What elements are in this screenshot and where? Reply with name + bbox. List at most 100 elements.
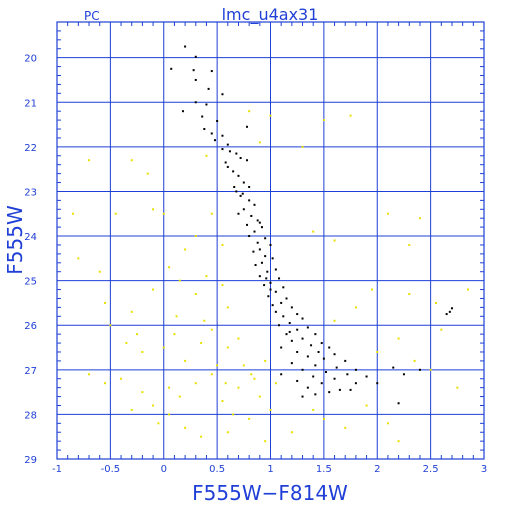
data-point-yellow — [221, 243, 224, 246]
data-point-black — [271, 304, 274, 307]
data-point-black — [288, 321, 291, 324]
data-point-black — [226, 143, 229, 146]
data-point-yellow — [194, 382, 197, 385]
data-point-black — [267, 295, 270, 298]
x-tick-label: 1.5 — [316, 464, 332, 475]
data-point-black — [256, 241, 259, 244]
data-point-yellow — [434, 301, 437, 304]
data-point-black — [241, 192, 244, 195]
data-point-black — [296, 313, 299, 316]
data-point-black — [280, 301, 283, 304]
data-point-yellow — [157, 422, 160, 425]
data-point-yellow — [184, 426, 187, 429]
data-point-black — [296, 379, 299, 382]
data-point-black — [269, 243, 272, 246]
data-point-black — [207, 87, 210, 90]
data-point-black — [280, 346, 283, 349]
data-point-black — [278, 324, 281, 327]
data-point-yellow — [413, 359, 416, 362]
y-tick-label: 26 — [24, 321, 37, 332]
data-point-black — [290, 362, 293, 365]
x-axis-label: F555W−F814W — [192, 481, 348, 505]
data-point-black — [282, 286, 285, 289]
data-point-yellow — [290, 431, 293, 434]
data-point-yellow — [130, 159, 133, 162]
data-point-black — [258, 248, 261, 251]
data-point-black — [402, 373, 405, 376]
data-point-yellow — [237, 337, 240, 340]
data-point-yellow — [440, 328, 443, 331]
data-point-yellow — [232, 413, 235, 416]
data-point-yellow — [162, 212, 165, 215]
data-point-yellow — [216, 364, 219, 367]
data-point-yellow — [397, 337, 400, 340]
data-point-yellow — [386, 422, 389, 425]
data-point-yellow — [175, 315, 178, 318]
data-point-yellow — [226, 431, 229, 434]
data-point-yellow — [109, 324, 112, 327]
data-point-black — [260, 261, 263, 264]
data-point-black — [418, 368, 421, 371]
data-point-yellow — [322, 417, 325, 420]
data-point-black — [263, 284, 266, 287]
x-tick-label: 0 — [161, 464, 167, 475]
data-point-yellow — [168, 266, 171, 269]
data-point-yellow — [200, 342, 203, 345]
data-point-black — [210, 132, 213, 135]
data-point-black — [224, 161, 227, 164]
data-point-black — [258, 275, 261, 278]
data-point-yellow — [242, 364, 245, 367]
data-point-yellow — [269, 114, 272, 117]
data-point-black — [194, 55, 197, 58]
data-point-yellow — [264, 440, 267, 443]
data-point-yellow — [210, 212, 213, 215]
data-point-black — [280, 373, 283, 376]
data-point-yellow — [333, 239, 336, 242]
data-point-black — [203, 128, 206, 131]
data-point-black — [233, 185, 236, 188]
data-point-black — [216, 119, 219, 122]
chart-title: lmc_u4ax31 — [222, 5, 319, 25]
data-point-yellow — [88, 373, 91, 376]
data-point-black — [278, 277, 281, 280]
data-point-black — [333, 353, 336, 356]
data-point-yellow — [130, 408, 133, 411]
data-point-black — [252, 250, 255, 253]
data-point-yellow — [269, 408, 272, 411]
data-point-black — [210, 70, 213, 73]
data-point-yellow — [376, 350, 379, 353]
data-point-black — [246, 223, 249, 226]
data-point-black — [253, 203, 256, 206]
x-tick-label: 1 — [267, 464, 273, 475]
y-tick-label: 25 — [24, 277, 37, 288]
data-point-black — [248, 185, 251, 188]
data-point-black — [253, 230, 256, 233]
data-point-yellow — [168, 413, 171, 416]
data-point-black — [397, 402, 400, 405]
data-point-yellow — [77, 257, 80, 260]
data-point-black — [205, 103, 208, 106]
data-point-black — [269, 281, 272, 284]
data-point-yellow — [162, 346, 165, 349]
data-point-black — [181, 110, 184, 113]
data-point-black — [256, 219, 259, 222]
data-point-black — [254, 264, 257, 267]
data-point-yellow — [146, 172, 149, 175]
data-point-yellow — [418, 217, 421, 220]
data-point-yellow — [253, 377, 256, 380]
data-point-black — [310, 344, 313, 347]
data-point-yellow — [125, 342, 128, 345]
data-point-yellow — [114, 212, 117, 215]
data-point-black — [264, 255, 267, 258]
data-point-black — [335, 366, 338, 369]
data-point-black — [354, 382, 357, 385]
data-point-black — [290, 339, 293, 342]
data-point-black — [301, 368, 304, 371]
data-point-yellow — [152, 288, 155, 291]
data-point-black — [194, 78, 197, 81]
data-point-black — [349, 388, 352, 391]
data-point-black — [320, 382, 323, 385]
data-point-black — [376, 382, 379, 385]
data-point-yellow — [258, 141, 261, 144]
data-point-black — [221, 93, 224, 96]
